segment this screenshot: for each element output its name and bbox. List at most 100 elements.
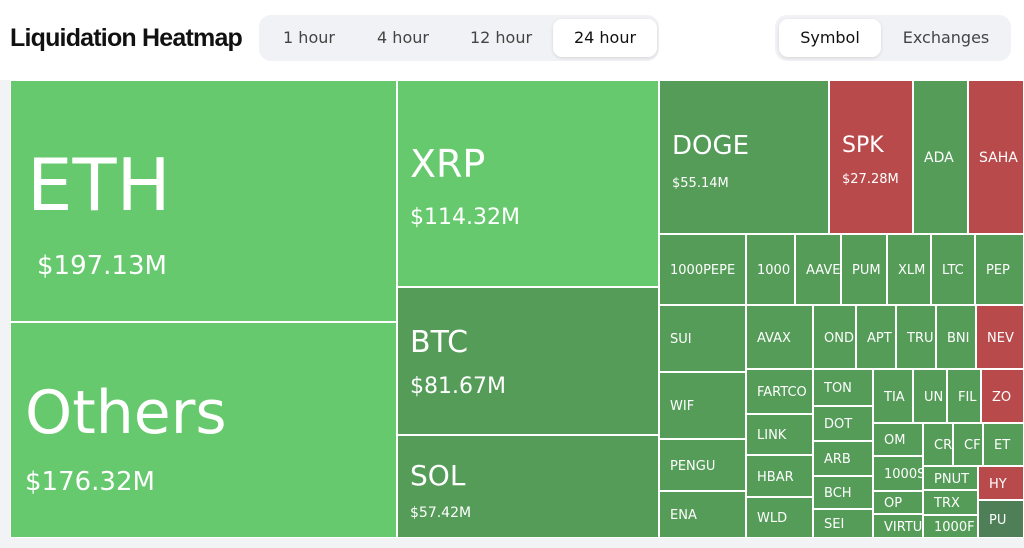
heatmap-tile-ton[interactable]: TON (813, 369, 873, 406)
tile-value: $57.42M (410, 505, 472, 521)
timeframe-24h-button[interactable]: 24 hour (553, 19, 657, 57)
tile-symbol: ET (994, 438, 1011, 453)
heatmap-tile-wif[interactable]: WIF (659, 372, 746, 439)
heatmap-tile-wld[interactable]: WLD (746, 497, 813, 538)
heatmap-tile-tru[interactable]: TRU (896, 305, 936, 369)
heatmap-tile-et[interactable]: ET (983, 423, 1024, 466)
heatmap-tile-bch[interactable]: BCH (813, 476, 873, 509)
timeframe-selector: 1 hour 4 hour 12 hour 24 hour (259, 15, 659, 61)
heatmap-tile-fil[interactable]: FIL (947, 369, 981, 423)
tile-symbol: PEP (986, 263, 1010, 278)
heatmap-tile-others[interactable]: Others $176.32M (10, 322, 397, 538)
heatmap-tile-spk[interactable]: SPK $27.28M (829, 80, 913, 234)
heatmap-tile-pu[interactable]: PU (978, 500, 1024, 538)
tile-symbol: Others (25, 378, 227, 448)
tile-symbol: ZO (992, 390, 1012, 405)
heatmap-tile-cr[interactable]: CR (923, 423, 953, 466)
tile-symbol: TIA (884, 390, 905, 405)
heatmap-tile-ltc[interactable]: LTC (931, 234, 975, 305)
heatmap-tile-hbar[interactable]: HBAR (746, 455, 813, 497)
timeframe-12h-button[interactable]: 12 hour (469, 28, 533, 47)
heatmap-tile-pep[interactable]: PEP (975, 234, 1024, 305)
heatmap-tile-sei[interactable]: SEI (813, 509, 873, 538)
view-exchanges-button[interactable]: Exchanges (902, 28, 990, 47)
heatmap-tile-1000s[interactable]: 1000S (873, 456, 923, 491)
heatmap-tile-hy[interactable]: HY (978, 466, 1024, 500)
timeframe-4h-button[interactable]: 4 hour (377, 28, 429, 47)
tile-symbol: SOL (410, 459, 466, 492)
heatmap-tile-1000[interactable]: 1000 (746, 234, 795, 305)
tile-symbol: UN (924, 390, 944, 405)
heatmap-tile-pum[interactable]: PUM (841, 234, 887, 305)
heatmap-tile-pnut[interactable]: PNUT (923, 466, 978, 490)
heatmap-tile-zo[interactable]: ZO (981, 369, 1024, 423)
heatmap-tile-xrp[interactable]: XRP $114.32M (397, 80, 659, 287)
tile-symbol: HY (989, 477, 1007, 492)
heatmap-tile-fartco[interactable]: FARTCO (746, 369, 813, 414)
tile-symbol: BNI (947, 331, 970, 346)
heatmap-tile-link[interactable]: LINK (746, 414, 813, 455)
heatmap-tile-1000f[interactable]: 1000F (923, 515, 978, 538)
tile-symbol: TON (824, 381, 852, 396)
tile-symbol: FARTCO (757, 385, 807, 400)
heatmap-tile-tia[interactable]: TIA (873, 369, 913, 423)
heatmap-tile-doge[interactable]: DOGE $55.14M (659, 80, 829, 234)
tile-symbol: PNUT (934, 472, 970, 487)
heatmap-tile-cf[interactable]: CF (953, 423, 983, 466)
tile-value: $55.14M (672, 176, 729, 191)
heatmap-tile-dot[interactable]: DOT (813, 406, 873, 441)
heatmap-tile-ond[interactable]: OND (813, 305, 856, 369)
heatmap-tile-nev[interactable]: NEV (976, 305, 1024, 369)
tile-symbol: AVAX (757, 331, 791, 346)
heatmap-tile-1000pepe[interactable]: 1000PEPE (659, 234, 746, 305)
tile-symbol: SEI (824, 517, 845, 532)
tile-symbol: XRP (410, 142, 486, 186)
heatmap-tile-arb[interactable]: ARB (813, 441, 873, 476)
tile-value: $176.32M (25, 467, 155, 497)
tile-symbol: ADA (924, 150, 954, 166)
heatmap-tile-sol[interactable]: SOL $57.42M (397, 435, 659, 538)
tile-symbol: 1000F (934, 520, 975, 535)
heatmap-tile-ena[interactable]: ENA (659, 491, 746, 538)
view-mode-selector: Symbol Exchanges (775, 15, 1011, 61)
heatmap-tile-saha[interactable]: SAHA (968, 80, 1024, 234)
heatmap-tile-trx[interactable]: TRX (923, 490, 978, 515)
tile-symbol: DOGE (672, 131, 750, 161)
heatmap-tile-sui[interactable]: SUI (659, 305, 746, 372)
tile-symbol: 1000PEPE (670, 263, 736, 278)
tile-symbol: LINK (757, 428, 787, 443)
tile-symbol: SAHA (979, 150, 1018, 166)
heatmap-tile-bni[interactable]: BNI (936, 305, 976, 369)
tile-symbol: FIL (958, 390, 977, 405)
heatmap-tile-op[interactable]: OP (873, 491, 923, 514)
tile-symbol: XLM (898, 263, 926, 278)
view-symbol-button[interactable]: Symbol (779, 19, 881, 57)
heatmap-tile-eth[interactable]: ETH $197.13M (10, 80, 397, 322)
heatmap-tile-un[interactable]: UN (913, 369, 947, 423)
heatmap-tile-apt[interactable]: APT (856, 305, 896, 369)
tile-symbol: AAVE (806, 263, 841, 278)
liquidation-heatmap: ETH $197.13M Others $176.32M XRP $114.32M BTC $… (0, 80, 1024, 548)
tile-symbol: DOT (824, 417, 853, 432)
heatmap-tile-btc[interactable]: BTC $81.67M (397, 287, 659, 435)
tile-symbol: VIRTU (884, 520, 923, 535)
heatmap-tile-om[interactable]: OM (873, 423, 923, 456)
heatmap-tile-xlm[interactable]: XLM (887, 234, 931, 305)
heatmap-tile-aave[interactable]: AAVE (795, 234, 841, 305)
tile-symbol: TRX (934, 496, 960, 511)
tile-symbol: APT (867, 331, 892, 346)
tile-symbol: BCH (824, 486, 852, 501)
heatmap-tile-pengu[interactable]: PENGU (659, 439, 746, 491)
tile-value: $114.32M (410, 205, 520, 230)
tile-symbol: HBAR (757, 470, 794, 485)
heatmap-tile-virtu[interactable]: VIRTU (873, 514, 923, 538)
tile-symbol: ENA (670, 508, 697, 523)
tile-value: $27.28M (842, 172, 899, 187)
tile-value: $197.13M (37, 251, 167, 281)
timeframe-1h-button[interactable]: 1 hour (283, 28, 335, 47)
tile-symbol: SPK (842, 133, 884, 158)
heatmap-tile-avax[interactable]: AVAX (746, 305, 813, 369)
heatmap-tile-ada[interactable]: ADA (913, 80, 968, 234)
tile-symbol: LTC (942, 263, 964, 278)
tile-symbol: NEV (987, 331, 1014, 346)
